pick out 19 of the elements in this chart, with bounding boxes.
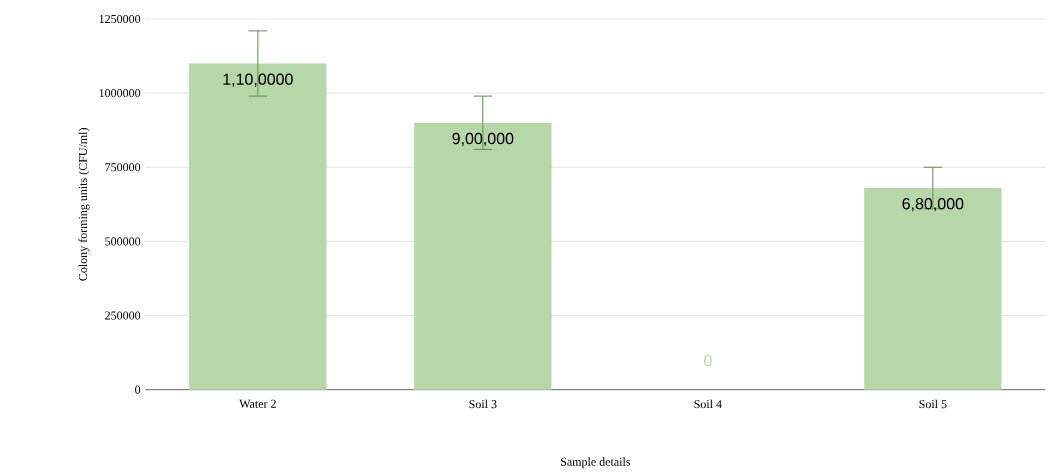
y-tick-label: 1000000 xyxy=(99,89,141,98)
x-tick-label: Soil 3 xyxy=(469,399,497,409)
bar xyxy=(864,188,1002,390)
data-label: 9,00,000 xyxy=(452,132,514,147)
bar xyxy=(414,122,552,390)
x-tick-label: Soil 4 xyxy=(694,399,722,409)
y-tick-label: 500000 xyxy=(105,237,141,246)
x-tick-label: Water 2 xyxy=(239,399,276,408)
x-tick-label: Soil 5 xyxy=(919,399,947,409)
y-tick-label: 1250000 xyxy=(99,14,141,24)
y-axis-title: Colony forming units (CFU/ml) xyxy=(78,128,90,281)
y-tick-label: 250000 xyxy=(105,311,141,320)
y-tick-label: 0 xyxy=(135,385,141,394)
data-label: 6,80,000 xyxy=(902,198,964,212)
data-label: 1,10,0000 xyxy=(223,73,293,87)
bar xyxy=(189,63,327,390)
data-label: 0 xyxy=(704,354,712,367)
x-axis-title: Sample details xyxy=(560,457,631,469)
y-tick-label: 750000 xyxy=(105,163,141,172)
